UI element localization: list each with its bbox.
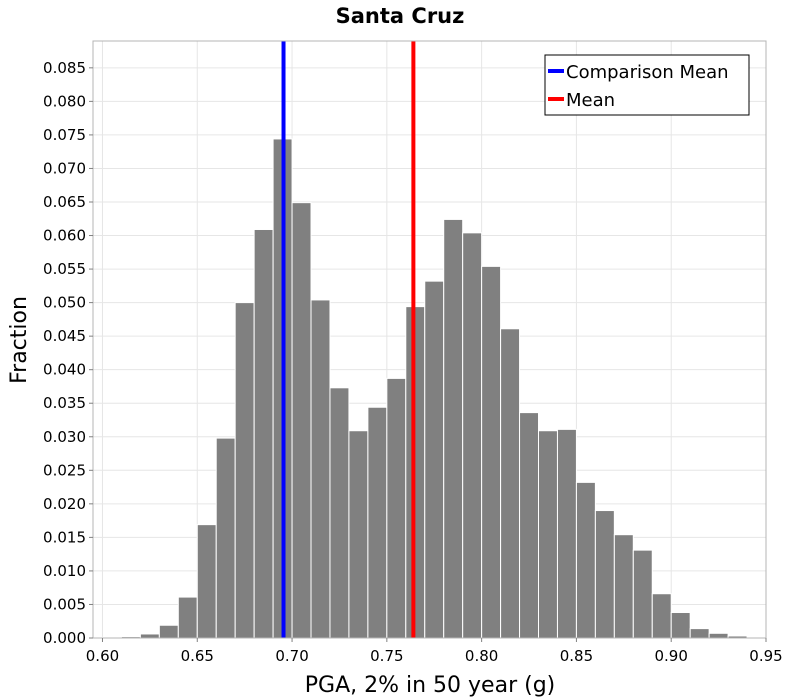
- y-axis-label: Fraction: [7, 296, 32, 384]
- y-tick-label: 0.005: [43, 595, 86, 613]
- histogram-bar: [689, 628, 710, 639]
- y-tick-label: 0.065: [43, 193, 86, 211]
- histogram-bar: [500, 328, 521, 639]
- y-tick-label: 0.080: [43, 92, 86, 110]
- histogram-bar: [158, 624, 179, 639]
- histogram-bar: [139, 633, 160, 639]
- y-tick-label: 0.000: [43, 629, 86, 647]
- histogram-bar: [196, 524, 217, 639]
- histogram-bar: [462, 232, 483, 639]
- y-tick-label: 0.015: [43, 528, 86, 546]
- histogram-bar: [234, 302, 255, 639]
- histogram-bar: [329, 387, 350, 639]
- histogram-bar: [481, 265, 502, 639]
- histogram-bar: [443, 218, 464, 639]
- y-tick-label: 0.020: [43, 495, 86, 513]
- histogram-bar: [594, 510, 615, 639]
- histogram-bar: [651, 593, 672, 639]
- histogram-bar: [291, 202, 312, 639]
- y-tick-label: 0.025: [43, 461, 86, 479]
- legend-label-comparison-mean: Comparison Mean: [566, 62, 729, 83]
- histogram-bar: [348, 430, 369, 639]
- histogram-bar: [556, 428, 577, 639]
- y-tick-label: 0.030: [43, 428, 86, 446]
- histogram-bar: [386, 377, 407, 639]
- x-axis-ticks: 0.60 0.65 0.70 0.75 0.80 0.85 0.90 0.95: [86, 638, 783, 665]
- legend: Comparison Mean Mean: [544, 54, 750, 116]
- histogram-bar: [424, 280, 445, 639]
- histogram-bar: [708, 632, 729, 639]
- histogram-bar: [367, 406, 388, 639]
- mean-lines: [281, 41, 416, 638]
- y-tick-label: 0.060: [43, 227, 86, 245]
- y-tick-label: 0.010: [43, 562, 86, 580]
- chart-title: Santa Cruz: [336, 4, 465, 28]
- legend-box: [544, 54, 750, 116]
- histogram-bars: [101, 138, 748, 639]
- plot-frame: [92, 40, 767, 639]
- y-tick-label: 0.045: [43, 327, 86, 345]
- x-tick-label: 0.95: [749, 647, 782, 665]
- y-tick-label: 0.050: [43, 294, 86, 312]
- x-tick-label: 0.90: [655, 647, 688, 665]
- y-tick-label: 0.075: [43, 126, 86, 144]
- histogram-bar: [177, 596, 198, 639]
- x-tick-label: 0.85: [560, 647, 593, 665]
- histogram-bar: [613, 534, 634, 639]
- histogram-bar: [538, 430, 558, 639]
- y-tick-label: 0.070: [43, 159, 86, 177]
- x-tick-label: 0.70: [275, 647, 308, 665]
- y-tick-label: 0.035: [43, 394, 86, 412]
- legend-label-mean: Mean: [566, 90, 615, 111]
- x-tick-label: 0.80: [465, 647, 498, 665]
- histogram-bar: [215, 437, 236, 639]
- x-tick-label: 0.75: [370, 647, 403, 665]
- histogram-bar: [670, 612, 691, 639]
- x-axis-label: PGA, 2% in 50 year (g): [305, 673, 556, 698]
- y-tick-label: 0.055: [43, 260, 86, 278]
- x-tick-label: 0.65: [181, 647, 214, 665]
- histogram-bar: [632, 549, 653, 639]
- histogram-bar: [310, 299, 331, 639]
- y-tick-label: 0.085: [43, 59, 86, 77]
- histogram-bar: [253, 228, 274, 639]
- histogram-bar: [519, 412, 540, 639]
- y-tick-label: 0.040: [43, 361, 86, 379]
- x-tick-label: 0.60: [86, 647, 119, 665]
- histogram-bar: [575, 481, 596, 639]
- y-axis-ticks: 0.000 0.005 0.010 0.015 0.020 0.025 0.030 0.035…: [43, 59, 93, 647]
